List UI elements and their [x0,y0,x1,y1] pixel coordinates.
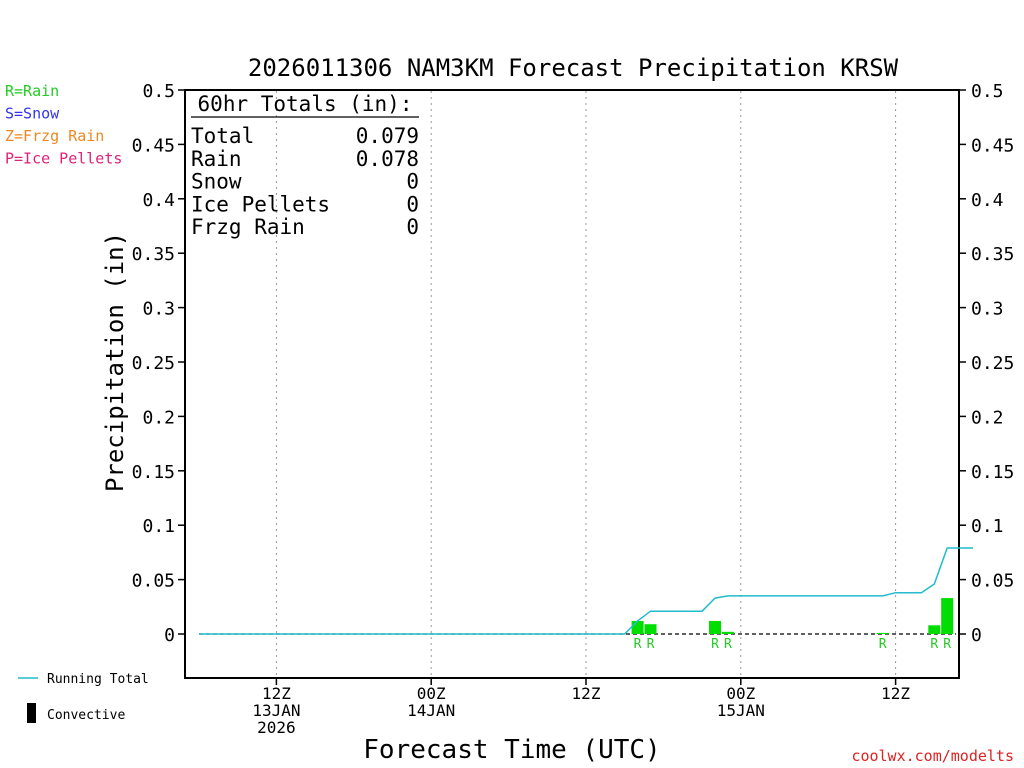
x-tick-label: 12Z [262,684,291,703]
y-tick-label-left: 0.4 [142,190,175,211]
bar-type-label: R [930,637,938,652]
y-tick-label-right: 0.4 [971,190,1004,211]
bar-type-label: R [724,637,732,652]
y-axis-label: Precipitation (in) [101,232,129,492]
x-axis-label: Forecast Time (UTC) [363,735,660,765]
y-tick-label-left: 0.45 [132,135,175,156]
legend-type-0: R=Rain [5,82,59,100]
y-axis-right: 0 0.05 0.1 0.15 0.2 0.25 0.3 0.35 0.4 0.45 0.5 [959,81,1014,646]
legend-convective: Convective [47,708,125,723]
bar-type-label: R [879,637,887,652]
totals-row-value: 0 [406,192,419,216]
bar-type-label: R [647,637,655,652]
precip-bar [631,620,644,634]
precip-bar [928,625,941,634]
credit-text: coolwx.com/modelts [851,747,1014,765]
running-total-line [199,547,973,635]
y-tick-label-left: 0.5 [142,81,175,102]
totals-row-value: 0.078 [356,147,419,171]
y-tick-label-left: 0.15 [132,462,175,483]
totals-row-label: Snow [191,170,242,194]
y-tick-label-right: 0 [971,625,982,646]
y-tick-label-left: 0.1 [142,516,175,537]
x-tick-label: 00Z [726,684,755,703]
totals-rows: Total 0.079 Rain 0.078 Snow 0 Ice Pellets 0 Frzg… [191,124,419,239]
plot-frame [184,89,960,679]
y-tick-label-right: 0.35 [971,244,1014,265]
x-tick-label: 00Z [417,684,446,703]
bar-type-label: R [711,637,719,652]
y-tick-label-right: 0.15 [971,462,1014,483]
x-gridlines [275,91,897,677]
precip-bar [709,620,721,634]
legend-type-2: Z=Frzg Rain [5,127,104,145]
precip-bar [941,598,954,634]
totals-heading: 60hr Totals (in): [198,92,413,116]
x-tick-label: 2026 [257,718,296,737]
y-axis-left: 0 0.05 0.1 0.15 0.2 0.25 0.3 0.35 0.4 0.45 0.5 [132,81,185,646]
y-tick-label-left: 0.25 [132,353,175,374]
bar-type-label: R [943,637,951,652]
y-tick-label-right: 0.1 [971,516,1004,537]
y-tick-label-right: 0.45 [971,135,1014,156]
y-tick-label-right: 0.05 [971,571,1014,592]
bar-type-label: R [634,637,642,652]
x-tick-label: 15JAN [717,701,765,720]
series-legend: Running Total Convective [18,672,149,723]
convective-swatch [27,703,36,723]
legend-type-1: S=Snow [5,105,60,123]
chart-title: 2026011306 NAM3KM Forecast Precipitation… [248,54,899,82]
precip-bar [721,631,734,634]
totals-row-label: Rain [191,147,242,171]
legend-type-3: P=Ice Pellets [5,150,122,168]
totals-row-label: Frzg Rain [191,215,305,239]
y-tick-label-left: 0 [164,625,175,646]
totals-row-value: 0 [406,170,419,194]
x-tick-label: 12Z [881,684,910,703]
totals-row-value: 0.079 [356,124,419,148]
y-tick-label-right: 0.5 [971,81,1004,102]
precip-bars [631,598,954,634]
y-tick-label-left: 0.35 [132,244,175,265]
precip-bar [876,632,889,634]
totals-box: 60hr Totals (in): Total 0.079 Rain 0.078 Sno… [191,92,419,239]
y-tick-label-left: 0.3 [142,299,175,320]
x-tick-label: 13JAN [252,701,300,720]
y-tick-label-left: 0.2 [142,407,175,428]
totals-row-label: Total [191,124,254,148]
totals-row-label: Ice Pellets [191,192,330,216]
precip-bar [644,624,657,634]
x-tick-label: 12Z [572,684,601,703]
legend-running-total: Running Total [47,672,149,687]
y-tick-label-right: 0.3 [971,299,1004,320]
y-tick-label-left: 0.05 [132,571,175,592]
y-tick-label-right: 0.2 [971,407,1004,428]
totals-row-value: 0 [406,215,419,239]
precip-type-legend: R=Rain S=Snow Z=Frzg Rain P=Ice Pellets [5,82,122,168]
y-tick-label-right: 0.25 [971,353,1014,374]
x-tick-label: 14JAN [407,701,455,720]
